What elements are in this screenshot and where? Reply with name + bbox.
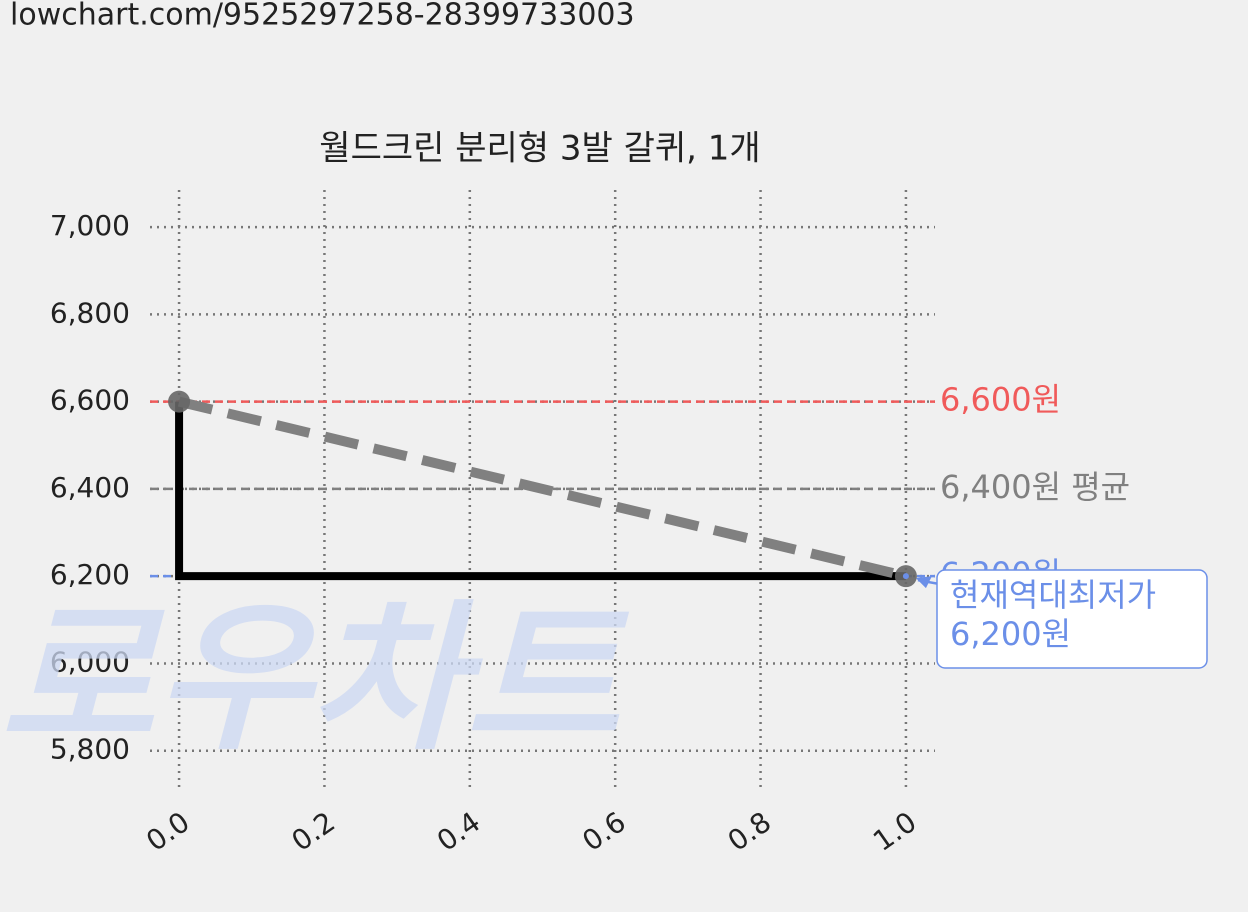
y-tick-label: 7,000 [50,209,130,242]
chart-title: 월드크린 분리형 3발 갈퀴, 1개 [319,129,760,169]
y-tick-label: 6,600 [50,384,130,417]
line [177,396,908,582]
y-tick-label: 6,000 [50,645,130,678]
annotation-arrowhead [915,576,932,589]
annotation-label: 6,200원 [950,615,1071,653]
watermark: 로우차트 [0,585,629,772]
reference-label: 6,400원 평균 [940,468,1130,506]
annotation-box [936,569,1208,669]
annotation-point [902,573,909,580]
reference-label: 6,600원 [940,381,1061,419]
y-tick-label: 6,800 [50,296,130,329]
y-tick-label: 6,400 [50,471,130,504]
line [175,401,906,581]
marker [168,390,191,413]
y-tick-label: 6,200 [50,558,130,591]
y-tick-label: 5,800 [50,733,130,766]
annotation-text: 현재역대최저가 [950,576,1156,614]
url: lowchart.com/9525297258-28399733003 [10,0,635,33]
